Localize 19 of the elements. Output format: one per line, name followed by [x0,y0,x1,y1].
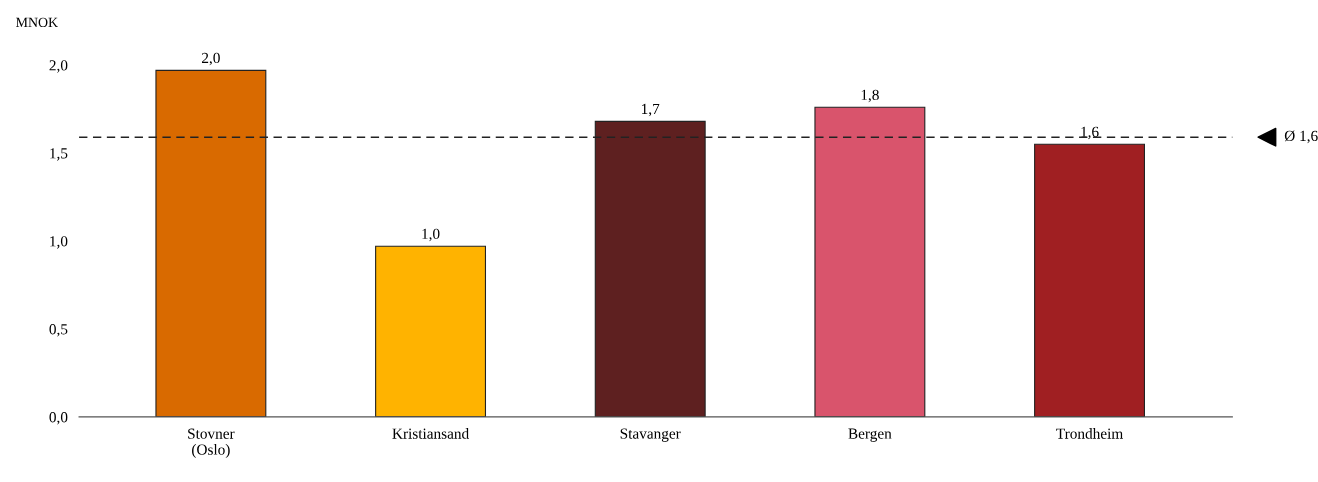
data-label: 1,8 [861,89,879,103]
x-tick-label: Stovner (Oslo) [188,428,235,458]
y-tick-label: 1,0 [50,236,68,249]
y-tick-label: 1,5 [50,148,68,161]
x-tick-label: Bergen [848,428,892,442]
data-label: 1,6 [1081,126,1099,140]
y-tick-label: 2,0 [49,60,68,73]
ref-line-label: Ø 1,6 [1284,130,1318,144]
x-tick-label: Kristiansand [392,428,469,439]
bar [1034,143,1146,417]
x-tick-label: Trondheim [1056,428,1123,439]
data-label: 1,0 [422,228,440,242]
y-tick-label: 0,5 [49,324,68,337]
data-label: 1,7 [642,103,660,117]
y-axis-title: MNOK [16,17,58,28]
data-label: 2,0 [202,52,220,66]
bar [375,245,487,417]
y-tick-label: 0,0 [49,412,68,425]
x-tick-label: Stavanger [620,428,681,442]
